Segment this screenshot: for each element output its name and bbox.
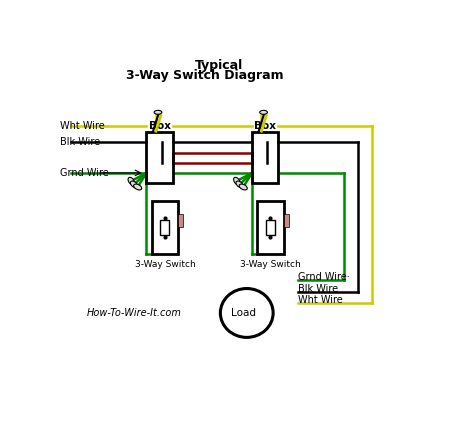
Text: Wht Wire: Wht Wire <box>60 121 105 131</box>
Text: 3-Way Switch: 3-Way Switch <box>134 260 195 269</box>
Text: Grnd Wire: Grnd Wire <box>60 168 109 178</box>
Text: Grnd Wire·: Grnd Wire· <box>298 272 350 282</box>
Ellipse shape <box>128 177 134 185</box>
Bar <box>252 132 278 183</box>
Text: Blk Wire: Blk Wire <box>298 283 338 294</box>
Ellipse shape <box>130 181 138 188</box>
Ellipse shape <box>236 181 243 188</box>
Circle shape <box>220 288 273 338</box>
Text: Wht Wire: Wht Wire <box>298 295 342 305</box>
Ellipse shape <box>234 177 240 185</box>
Bar <box>257 201 284 254</box>
Bar <box>284 214 289 228</box>
Bar <box>152 201 178 254</box>
Text: Box: Box <box>148 121 171 131</box>
Bar <box>266 220 275 235</box>
Text: Blk Wire: Blk Wire <box>60 137 100 147</box>
Text: Load: Load <box>231 308 256 318</box>
Bar <box>178 214 183 228</box>
Ellipse shape <box>260 110 267 114</box>
Ellipse shape <box>154 110 162 114</box>
Text: How-To-Wire-It.com: How-To-Wire-It.com <box>87 308 182 318</box>
Text: Box: Box <box>254 121 276 131</box>
Bar <box>147 132 173 183</box>
Text: 3-Way Switch: 3-Way Switch <box>240 260 301 269</box>
Ellipse shape <box>133 184 142 190</box>
Ellipse shape <box>239 184 247 190</box>
Bar <box>160 220 169 235</box>
Text: Typical: Typical <box>194 59 243 72</box>
Text: 3-Way Switch Diagram: 3-Way Switch Diagram <box>126 69 283 82</box>
